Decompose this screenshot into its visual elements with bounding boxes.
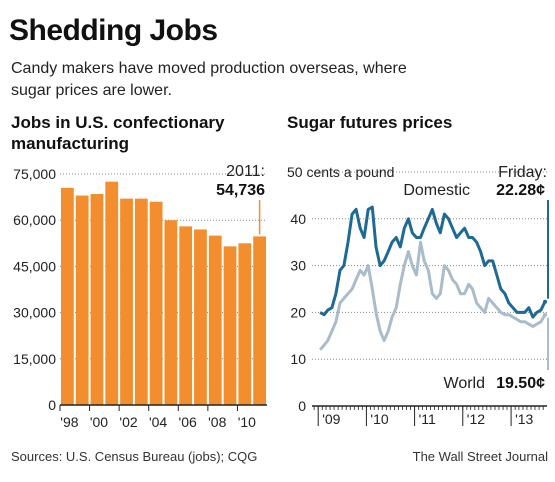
jobs-bar-chart: 0 15,000 30,000 45,000 60,000 75,000 '98 '00 '02… <box>13 163 267 430</box>
jobs-bar <box>208 235 222 405</box>
world-label: World <box>444 375 486 392</box>
sugar-series-endpoint-world <box>543 312 548 317</box>
sugar-ytick-label: 20 <box>290 304 306 320</box>
jobs-xtick-label: '00 <box>90 414 108 430</box>
jobs-bar <box>90 194 104 405</box>
sugar-xtick-label: '10 <box>370 411 388 427</box>
jobs-xtick-label: '98 <box>60 414 78 430</box>
sugar-xtick-label: '11 <box>419 411 436 427</box>
jobs-ytick-label: 0 <box>48 397 56 413</box>
jobs-ytick-label: 75,000 <box>13 166 56 182</box>
sugar-series-line-world <box>318 240 547 351</box>
sugar-ylabel: 50 cents a pound <box>287 164 394 180</box>
jobs-bar <box>75 195 89 405</box>
jobs-bar <box>105 181 119 405</box>
sugar-ytick-label: 10 <box>290 351 306 367</box>
page-title: Shedding Jobs <box>9 14 218 47</box>
sugar-friday-label: Friday: <box>498 164 547 181</box>
jobs-xtick-label: '06 <box>179 414 197 430</box>
page-subtitle: Candy makers have moved production overs… <box>11 60 407 99</box>
jobs-ytick-label: 45,000 <box>13 258 56 274</box>
sugar-series-line-domestic <box>319 205 547 319</box>
jobs-bar <box>179 226 193 405</box>
jobs-bar <box>164 220 178 405</box>
sugar-ytick-label: 40 <box>290 211 306 227</box>
jobs-bar <box>238 243 252 405</box>
domestic-label: Domestic <box>403 182 470 199</box>
jobs-xtick-label: '08 <box>208 414 226 430</box>
sugar-chart-title: Sugar futures prices <box>287 113 453 132</box>
world-value: 19.50¢ <box>496 375 545 392</box>
jobs-ytick-label: 15,000 <box>13 351 56 367</box>
sources-note: Sources: U.S. Census Bureau (jobs); CQG <box>11 449 258 464</box>
sugar-line-chart: 0 10 20 30 40 50 cents a pound Friday: Domestic… <box>287 164 550 427</box>
jobs-bar <box>194 229 207 405</box>
jobs-bar <box>253 236 266 405</box>
sugar-xtick-label: '12 <box>467 411 485 427</box>
sugar-ytick-label: 0 <box>298 398 306 414</box>
jobs-bar <box>120 198 133 405</box>
jobs-xtick-label: '04 <box>149 414 167 430</box>
jobs-xtick-label: '10 <box>238 414 256 430</box>
jobs-bar <box>61 187 74 405</box>
jobs-bar <box>223 246 237 405</box>
jobs-xtick-label: '02 <box>119 414 137 430</box>
publisher-credit: The Wall Street Journal <box>412 449 548 464</box>
jobs-annotation-value: 54,736 <box>216 182 265 199</box>
jobs-bar <box>149 201 163 405</box>
sugar-xtick-label: '09 <box>322 411 340 427</box>
jobs-ytick-label: 60,000 <box>13 212 56 228</box>
jobs-annotation-label: 2011: <box>226 163 265 180</box>
domestic-value: 22.28¢ <box>496 182 545 199</box>
sugar-ytick-label: 30 <box>290 258 306 274</box>
sugar-series-endpoint-domestic <box>543 299 548 304</box>
jobs-bar <box>134 198 148 405</box>
sugar-xtick-label: '13 <box>515 411 533 427</box>
jobs-ytick-label: 30,000 <box>13 305 56 321</box>
jobs-chart-title: Jobs in U.S. confectionary manufacturing <box>11 113 225 153</box>
